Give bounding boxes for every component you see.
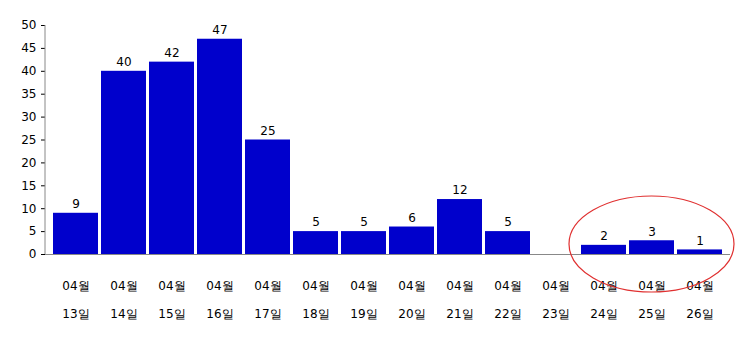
svg-text:50: 50 bbox=[21, 18, 36, 32]
svg-text:5: 5 bbox=[29, 224, 37, 238]
svg-text:40: 40 bbox=[116, 55, 131, 69]
svg-text:5: 5 bbox=[504, 215, 512, 229]
svg-text:20: 20 bbox=[21, 156, 36, 170]
svg-text:04월16일: 04월16일 bbox=[206, 279, 233, 321]
svg-text:47: 47 bbox=[212, 23, 227, 37]
svg-text:04월20일: 04월20일 bbox=[398, 279, 425, 321]
svg-text:25: 25 bbox=[260, 124, 275, 138]
svg-text:35: 35 bbox=[21, 87, 36, 101]
svg-text:2: 2 bbox=[600, 229, 608, 243]
svg-text:04월15일: 04월15일 bbox=[158, 279, 185, 321]
svg-text:25: 25 bbox=[21, 133, 36, 147]
svg-text:1: 1 bbox=[696, 234, 704, 248]
svg-text:5: 5 bbox=[312, 215, 320, 229]
svg-text:15: 15 bbox=[21, 179, 36, 193]
svg-text:04월19일: 04월19일 bbox=[350, 279, 377, 321]
svg-text:9: 9 bbox=[72, 197, 80, 211]
svg-text:04월23일: 04월23일 bbox=[542, 279, 569, 321]
svg-text:04월24일: 04월24일 bbox=[590, 279, 617, 321]
svg-text:04월13일: 04월13일 bbox=[62, 279, 89, 321]
svg-text:6: 6 bbox=[408, 211, 416, 225]
svg-text:04월18일: 04월18일 bbox=[302, 279, 329, 321]
svg-text:0: 0 bbox=[29, 247, 37, 261]
svg-text:04월26일: 04월26일 bbox=[686, 279, 713, 321]
svg-text:40: 40 bbox=[21, 64, 36, 78]
svg-text:30: 30 bbox=[21, 110, 36, 124]
svg-text:04월14일: 04월14일 bbox=[110, 279, 137, 321]
svg-text:04월25일: 04월25일 bbox=[638, 279, 665, 321]
svg-text:04월21일: 04월21일 bbox=[446, 279, 473, 321]
svg-text:04월22일: 04월22일 bbox=[494, 279, 521, 321]
svg-text:04월17일: 04월17일 bbox=[254, 279, 281, 321]
svg-text:45: 45 bbox=[21, 41, 36, 55]
svg-text:42: 42 bbox=[164, 46, 179, 60]
svg-text:3: 3 bbox=[648, 225, 656, 239]
svg-text:10: 10 bbox=[21, 202, 36, 216]
svg-text:5: 5 bbox=[360, 215, 368, 229]
svg-text:12: 12 bbox=[452, 183, 467, 197]
